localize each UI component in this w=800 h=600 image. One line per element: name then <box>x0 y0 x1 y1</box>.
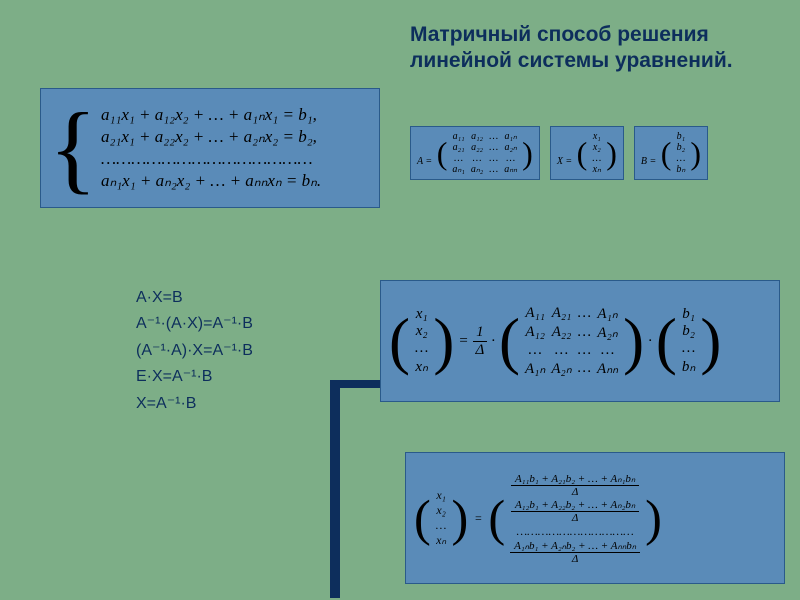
equation-line: X=A⁻¹·B <box>136 391 253 417</box>
equation-line: A·X=B <box>136 285 253 311</box>
inverse-formula-box: x₁ x₂ … xₙ = 1 Δ · A₁₁A₂₁…A₁ₙ A₁₂A₂₂…A₂ₙ… <box>380 280 780 402</box>
equation-line: (A⁻¹·A)·X=A⁻¹·B <box>136 338 253 364</box>
brace-icon: { <box>49 103 97 193</box>
equals-sign: = <box>458 333 468 350</box>
matrix-a: A = a₁₁a₁₂…a₁ₙ a₂₁a₂₂…a₂ₙ ………… aₙ₁aₙ₂…aₙ… <box>410 126 540 180</box>
equals-sign: = <box>474 511 482 526</box>
slide-title: Матричный способ решения линейной систем… <box>410 22 770 75</box>
equation-line: E·X=A⁻¹·B <box>136 364 253 390</box>
system-lines: a₁₁x₁ + a₁₂x₂ + … + a₁ₙx₁ = b₁, a₂₁x₁ + … <box>101 103 321 193</box>
fraction: 1 Δ <box>472 324 487 359</box>
expanded-formula-box: x₁ x₂ … xₙ = A₁₁b₁ + A₂₁b₂ + … + Aₙ₁bₙΔ … <box>405 452 785 584</box>
matrix-definitions: A = a₁₁a₁₂…a₁ₙ a₂₁a₂₂…a₂ₙ ………… aₙ₁aₙ₂…aₙ… <box>410 126 708 180</box>
system-row: a₂₁x₁ + a₂₂x₂ + … + a₂ₙx₂ = b₂, <box>101 127 321 147</box>
equation-line: A⁻¹·(A·X)=A⁻¹·B <box>136 311 253 337</box>
system-row: aₙ₁x₁ + aₙ₂x₂ + … + aₙₙxₙ = bₙ. <box>101 171 321 191</box>
system-equations-box: { a₁₁x₁ + a₁₂x₂ + … + a₁ₙx₁ = b₁, a₂₁x₁ … <box>40 88 380 208</box>
matrix-b: B = b₁ b₂ … bₙ <box>634 126 708 180</box>
system-row: …………………………………… <box>101 149 321 169</box>
derivation-equations: A·X=B A⁻¹·(A·X)=A⁻¹·B (A⁻¹·A)·X=A⁻¹·B E·… <box>136 285 253 417</box>
matrix-x: X = x₁ x₂ … xₙ <box>550 126 624 180</box>
system-row: a₁₁x₁ + a₁₂x₂ + … + a₁ₙx₁ = b₁, <box>101 105 321 125</box>
